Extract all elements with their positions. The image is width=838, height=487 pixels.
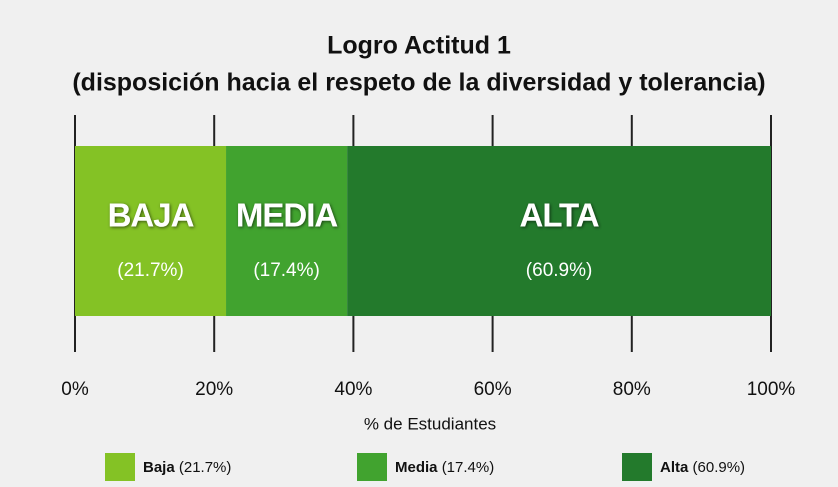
bar-label: MEDIA (236, 197, 338, 234)
legend-name: Alta (660, 459, 689, 476)
x-tick-label: 20% (195, 379, 233, 400)
bar-label: BAJA (108, 197, 194, 234)
value-label: (21.7%) (117, 260, 184, 281)
legend-swatch (622, 453, 652, 481)
legend-name: Media (395, 459, 438, 476)
value-label: (60.9%) (526, 260, 593, 281)
legend-value: (21.7%) (179, 459, 232, 476)
legend-entry: Baja (21.7%) (143, 459, 231, 476)
x-tick-label: 60% (474, 379, 512, 400)
legend-value: (17.4%) (442, 459, 495, 476)
value-label: (17.4%) (253, 260, 320, 281)
legend-swatch (105, 453, 135, 481)
x-tick-label: 0% (61, 379, 89, 400)
legend-swatch (357, 453, 387, 481)
x-tick-label: 40% (334, 379, 372, 400)
bar-segment (75, 146, 227, 316)
chart-subtitle: (disposición hacia el respeto de la dive… (72, 69, 765, 97)
x-tick-label: 80% (613, 379, 651, 400)
bar-label: ALTA (520, 197, 599, 234)
x-axis-label: % de Estudiantes (364, 414, 496, 433)
bar-segment (347, 146, 771, 316)
x-tick-label: 100% (747, 379, 796, 400)
legend-entry: Media (17.4%) (395, 459, 494, 476)
chart-title: Logro Actitud 1 (327, 32, 511, 60)
bar-segment (226, 146, 348, 316)
legend-entry: Alta (60.9%) (660, 459, 745, 476)
legend-name: Baja (143, 459, 175, 476)
legend-value: (60.9%) (693, 459, 746, 476)
